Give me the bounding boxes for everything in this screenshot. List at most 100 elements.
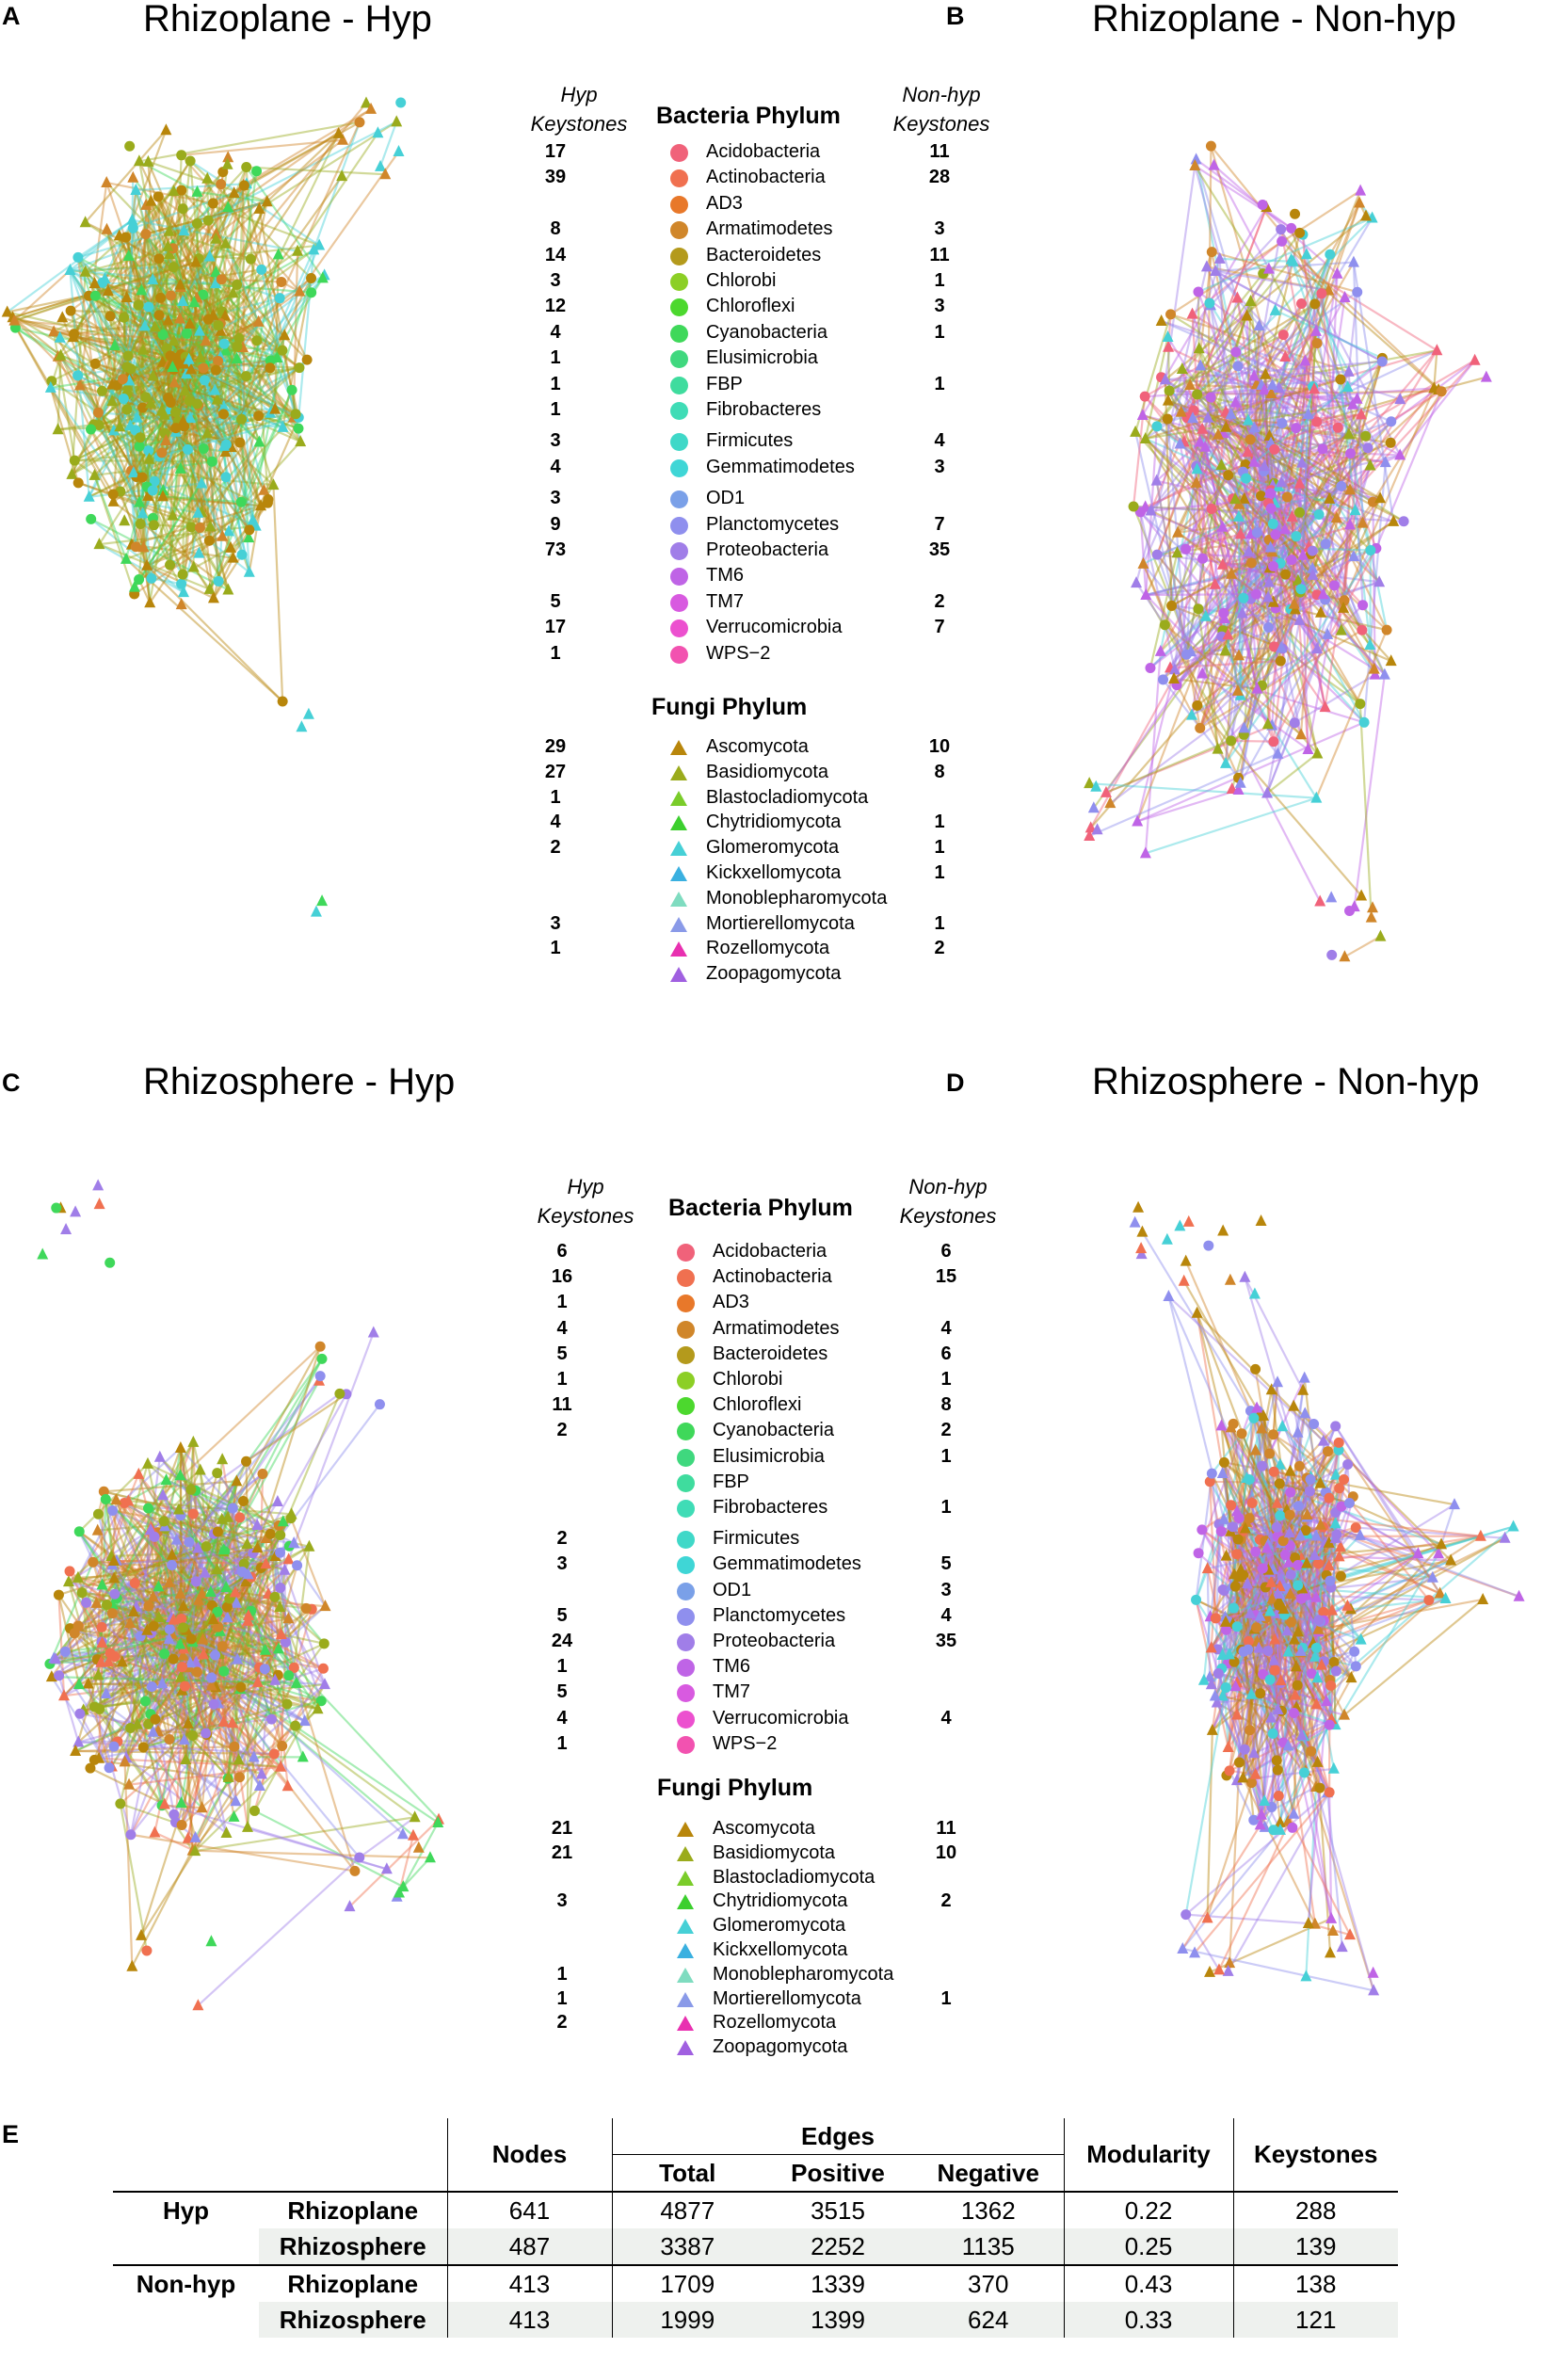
network-edge	[77, 256, 168, 350]
fungi-node-icon	[412, 1841, 425, 1853]
nonhyp-keystone-count: 8	[934, 761, 945, 782]
network-edge	[127, 333, 164, 357]
network-edge	[397, 1835, 415, 1893]
fungi-node-icon	[1307, 568, 1319, 580]
network-edge	[109, 1652, 230, 1778]
bacteria-node-icon	[184, 395, 195, 407]
bacteria-legend-row: 3 OD1	[522, 488, 1012, 512]
network-edge	[201, 1631, 221, 1809]
network-edge	[97, 1641, 286, 1661]
panel-letter-c: C	[2, 1069, 21, 1097]
fungi-node-icon	[251, 1518, 264, 1530]
network-edge	[1198, 507, 1273, 729]
cell-modularity: 0.33	[1063, 2302, 1233, 2338]
phylum-name: Cyanobacteria	[713, 1420, 834, 1441]
fungi-node-icon	[90, 1596, 103, 1608]
network-edge	[1217, 1761, 1319, 1970]
bacteria-node-icon	[198, 289, 209, 300]
nonhyp-keystone-count: 3	[934, 456, 945, 477]
bacteria-node-icon	[107, 489, 119, 500]
bacteria-node-icon	[1336, 1501, 1347, 1512]
phylum-name: Acidobacteria	[706, 141, 821, 162]
nonhyp-keystone-count: 6	[940, 1343, 952, 1364]
fungi-node-icon	[1263, 575, 1276, 587]
fungi-node-icon	[1344, 483, 1357, 495]
network-edge	[99, 1708, 237, 1803]
network-edge	[1168, 390, 1252, 600]
fungi-node-icon	[281, 1779, 294, 1792]
fungi-node-icon	[187, 1435, 200, 1447]
fungi-node-icon	[145, 396, 157, 409]
fungi-node-icon	[1309, 382, 1321, 394]
network-edge	[1196, 463, 1246, 484]
network-edge	[1184, 1792, 1328, 1916]
network-edge	[110, 1594, 116, 1767]
fungi-node-icon	[1245, 294, 1257, 306]
network-edge	[171, 448, 205, 517]
network-edge	[1236, 1638, 1295, 1684]
network-edge	[269, 1534, 281, 1649]
network-edge	[1199, 364, 1276, 451]
fungi-node-icon	[1234, 776, 1246, 788]
network-edge	[123, 1502, 240, 1571]
fungi-node-icon	[1513, 1589, 1525, 1601]
network-edge	[1317, 1536, 1506, 1631]
fungi-node-icon	[272, 248, 284, 260]
fungi-node-icon	[1292, 573, 1304, 586]
fungi-node-icon	[1319, 700, 1331, 713]
bacteria-node-icon	[1306, 1668, 1317, 1680]
bacteria-node-icon	[1293, 1501, 1304, 1512]
network-edge	[1237, 1434, 1275, 1519]
bacteria-legend-row: 5 TM7	[529, 1681, 1019, 1706]
network-edge	[134, 429, 171, 566]
network-edge	[1261, 1620, 1322, 1676]
network-edge	[53, 1480, 238, 1660]
network-edge	[182, 406, 225, 593]
bacteria-node-icon	[1286, 222, 1297, 233]
network-edge	[1225, 426, 1338, 519]
network-edge	[232, 1507, 236, 1593]
network-edges	[1088, 145, 1487, 958]
network-edge	[1279, 1525, 1514, 1597]
nonhyp-keystone-count: 5	[940, 1553, 952, 1575]
network-edge	[1211, 508, 1259, 689]
fungi-node-icon	[189, 1844, 201, 1857]
fungi-node-icon	[167, 508, 179, 521]
triangle-marker-icon	[677, 1943, 694, 1958]
table-row: Hyp Rhizoplane 641 4877 3515 1362 0.22 288	[113, 2192, 1398, 2228]
bacteria-node-icon	[121, 404, 133, 415]
network-edge	[198, 258, 275, 486]
hyp-keystone-count: 14	[544, 244, 567, 265]
hyp-keystone-count: 4	[556, 1317, 568, 1339]
fungi-node-icon	[158, 408, 170, 420]
phylum-name: Ascomycota	[713, 1818, 815, 1839]
fungi-node-icon	[222, 524, 234, 537]
cell-nodes: 413	[446, 2265, 612, 2302]
bacteria-node-icon	[147, 485, 158, 496]
network-edge	[144, 233, 162, 298]
fungi-node-icon	[1296, 456, 1309, 468]
nonhyp-keystones-header: Non-hyp Keystones	[892, 83, 990, 136]
network-edge	[150, 1610, 252, 1715]
network-edge	[169, 344, 239, 566]
network-edge	[191, 1602, 238, 1736]
bacteria-node-icon	[1258, 1668, 1269, 1680]
network-edge	[208, 344, 226, 541]
network-edge	[111, 381, 175, 386]
network-edge	[1237, 501, 1374, 692]
network-edge	[1196, 393, 1276, 451]
fungi-node-icon	[1314, 1476, 1326, 1488]
network-edge	[169, 355, 250, 531]
fungi-node-icon	[1215, 1419, 1228, 1431]
network-edge	[1139, 511, 1176, 670]
network-edge	[1184, 1914, 1220, 1970]
nonhyp-keystone-count: 1	[940, 1445, 952, 1467]
fungi-node-icon	[1233, 649, 1245, 661]
bacteria-node-icon	[88, 1754, 100, 1765]
network-edge	[109, 1469, 201, 1654]
network-edge	[1195, 158, 1293, 230]
fungi-legend-row: 29 Ascomycota 10	[522, 736, 1012, 761]
network-edge	[185, 390, 299, 430]
network-edge	[283, 1332, 375, 1571]
bacteria-node-icon	[1272, 1764, 1283, 1776]
